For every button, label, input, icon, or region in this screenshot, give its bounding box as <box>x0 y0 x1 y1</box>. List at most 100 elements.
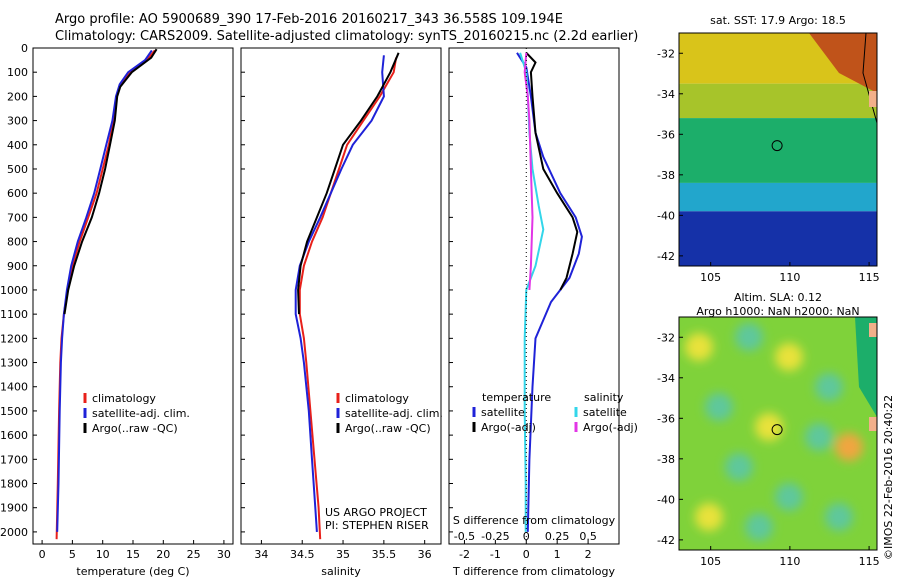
xtick-label: 0 <box>523 548 530 561</box>
map-ytick-label: -34 <box>657 372 675 385</box>
xtick-label: 10 <box>96 548 110 561</box>
profile-title: Argo profile: AO 5900689_390 17-Feb-2016… <box>55 12 563 27</box>
map-ytick-label: -42 <box>657 534 675 547</box>
sla-blotch <box>775 483 803 511</box>
sst-warm-patch <box>809 33 877 93</box>
xtick-label: -1 <box>490 548 501 561</box>
argo-position-marker <box>771 140 783 152</box>
map-frame <box>678 316 878 551</box>
ytick-label: 700 <box>7 211 28 224</box>
sst-band <box>679 182 877 212</box>
sla-coast-zone <box>855 317 877 417</box>
sla-blotch <box>835 433 863 461</box>
legend-label: satellite <box>481 406 525 419</box>
ytick-label: 800 <box>7 236 28 249</box>
sla-blotch <box>695 503 723 531</box>
xtick-label: 15 <box>126 548 140 561</box>
xtick-label: -2 <box>459 548 470 561</box>
ytick-label: 500 <box>7 163 28 176</box>
map-ytick-label: -34 <box>657 88 675 101</box>
ytick-label: 300 <box>7 115 28 128</box>
legend-label: Argo(-adj) <box>583 421 638 434</box>
ytick-label: 1600 <box>0 429 28 442</box>
project-annotation: US ARGO PROJECT <box>325 506 427 519</box>
top-xtick-label: -0.25 <box>481 530 509 543</box>
legend-label: satellite <box>583 406 627 419</box>
sst-band <box>679 211 877 266</box>
series-group <box>294 52 400 540</box>
legend-label: Argo(..raw -QC) <box>92 422 178 435</box>
map-xtick-label: 105 <box>700 555 721 568</box>
series-line-satellite-adj-clim- <box>56 49 153 532</box>
panel-frame <box>32 47 234 545</box>
xtick-label: 30 <box>217 548 231 561</box>
sla-blotch <box>815 373 843 401</box>
ytick-label: 1800 <box>0 478 28 491</box>
top-xtick-label: 0.25 <box>545 530 570 543</box>
top-xaxis-label: S difference from climatology <box>453 514 616 527</box>
map-xtick-label: 115 <box>859 271 880 284</box>
xtick-label: 2 <box>585 548 592 561</box>
project-annotation: PI: STEPHEN RISER <box>325 519 429 532</box>
map-ytick-label: -42 <box>657 250 675 263</box>
sla-blotch <box>725 453 753 481</box>
series-line-argo-adj- <box>525 52 579 291</box>
climatology-title: Climatology: CARS2009. Satellite-adjuste… <box>55 29 639 44</box>
map-xtick-label: 110 <box>779 271 800 284</box>
sla-blotch <box>805 423 833 451</box>
sla-blotch <box>755 413 783 441</box>
map-ytick-label: -38 <box>657 169 675 182</box>
legend-label: climatology <box>345 392 409 405</box>
ytick-label: 200 <box>7 90 28 103</box>
top-xtick-label: -0.5 <box>454 530 475 543</box>
panel-frame <box>240 47 442 545</box>
imos-timestamp: ©IMOS 22-Feb-2016 20:40:22 <box>882 394 895 560</box>
map-ytick-label: -36 <box>657 128 675 141</box>
ytick-label: 2000 <box>0 526 28 539</box>
xtick-label: 35.5 <box>372 548 397 561</box>
sla-blotch <box>735 323 763 351</box>
legend-group-title: temperature <box>482 391 551 404</box>
xtick-label: 1 <box>554 548 561 561</box>
xtick-label: 0 <box>39 548 46 561</box>
legend-label: satellite-adj. clim. <box>345 407 443 420</box>
top-xtick-label: 0 <box>523 530 530 543</box>
legend-label: Argo(..raw -QC) <box>345 422 431 435</box>
map-ytick-label: -32 <box>657 331 675 344</box>
map-xtick-label: 105 <box>700 271 721 284</box>
series-group <box>516 52 583 532</box>
sla-map <box>679 317 877 550</box>
series-line-satellite <box>519 52 545 532</box>
series-line-argo-raw-qc- <box>297 52 400 315</box>
legend-label: Argo(-adj) <box>481 421 536 434</box>
ytick-label: 900 <box>7 260 28 273</box>
map-ytick-label: -38 <box>657 453 675 466</box>
xtick-label: 5 <box>69 548 76 561</box>
ytick-label: 1900 <box>0 502 28 515</box>
panel-frame <box>448 47 620 545</box>
xtick-label: 25 <box>187 548 201 561</box>
ytick-label: 1200 <box>0 332 28 345</box>
series-line-argo-raw-qc- <box>63 48 158 315</box>
land-patch <box>869 417 877 431</box>
ytick-label: 1500 <box>0 405 28 418</box>
xaxis-label: temperature (deg C) <box>76 565 189 578</box>
xtick-label: 36 <box>418 548 432 561</box>
sla-blotch <box>705 393 733 421</box>
sla-blotch <box>685 333 713 361</box>
sla-blotch <box>775 343 803 371</box>
sla-subtitle: Argo h1000: NaN h2000: NaN <box>696 305 859 318</box>
ytick-label: 1700 <box>0 453 28 466</box>
ytick-label: 1000 <box>0 284 28 297</box>
series-line-argo-adj- <box>523 52 534 291</box>
legend-label: climatology <box>92 392 156 405</box>
xaxis-label: salinity <box>321 565 361 578</box>
sla-blotch <box>745 513 773 541</box>
sst-map <box>679 33 877 266</box>
map-frame <box>678 32 878 267</box>
sla-title: Altim. SLA: 0.12 <box>734 291 822 304</box>
ytick-label: 100 <box>7 66 28 79</box>
argo-position-marker <box>771 424 783 436</box>
ytick-label: 600 <box>7 187 28 200</box>
